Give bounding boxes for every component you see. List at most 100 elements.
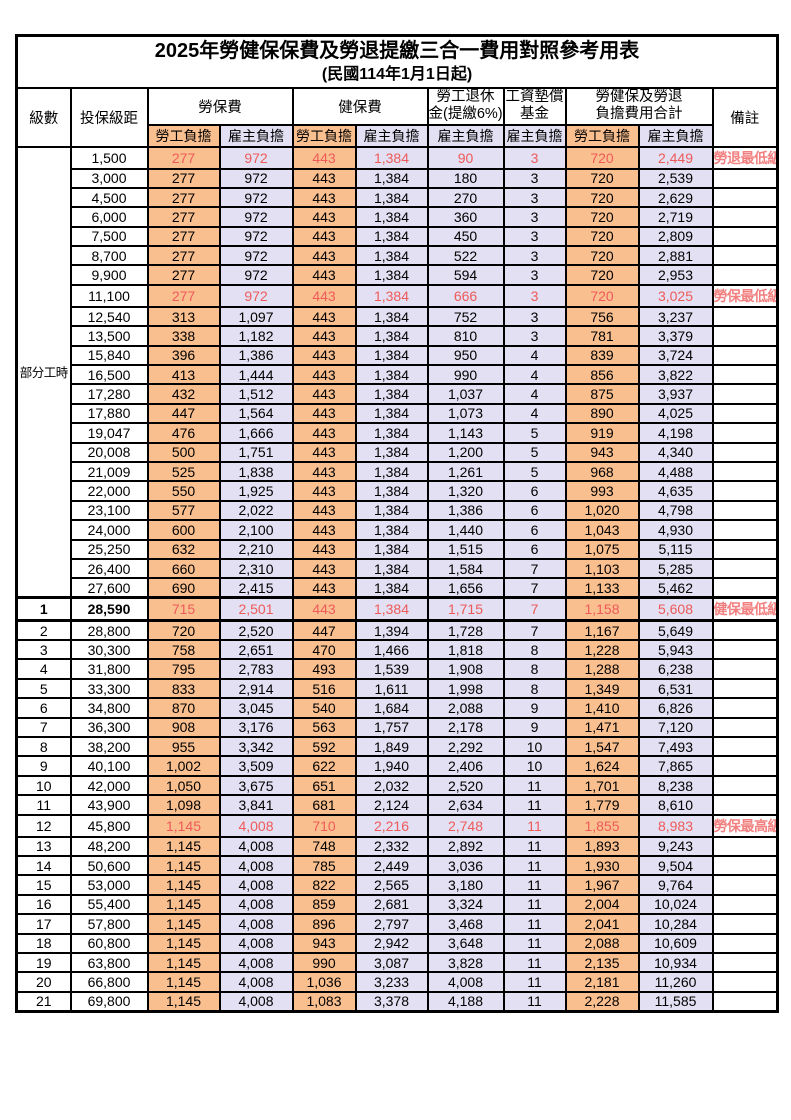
value-cell: 1,998 [426,677,505,700]
value-cell: 413 [146,363,221,386]
table-row: 11 43,900 1,098 3,841 681 2,124 2,634 11 1,779 8,… [15,794,779,816]
level-cell: 4 [15,658,72,680]
salary-cell: 16,500 [69,363,149,386]
value-cell: 720 [564,245,640,267]
value-cell: 1,701 [564,774,640,797]
value-cell: 2,797 [354,913,429,935]
value-cell: 4,025 [637,402,714,425]
value-cell: 3,378 [354,990,429,1013]
value-cell: 651 [291,774,357,797]
value-cell: 5,608 [637,596,714,623]
salary-cell: 23,100 [69,499,149,522]
remark-cell [711,774,779,797]
value-cell: 3,841 [218,794,294,816]
value-cell: 277 [146,167,221,189]
value-cell: 859 [291,893,357,916]
value-cell: 6 [502,499,567,522]
value-cell: 443 [291,596,357,623]
value-cell: 360 [426,206,505,228]
salary-cell: 17,280 [69,383,149,405]
header-labor-employee: 勞工負擔 [146,123,221,148]
remark-cell [711,383,779,405]
header-labor-fee: 勞保費 [146,86,294,126]
value-cell: 1,384 [354,363,429,386]
salary-cell: 69,800 [69,990,149,1013]
premium-reference-table: 2025年勞健保保費及勞退提繳三合一費用對照參考用表 (民國114年1月1日起)… [15,34,780,1013]
header-row-burden: 勞工負擔 雇主負擔 勞工負擔 雇主負擔 雇主負擔 雇主負擔 勞工負擔 雇主負擔 [17,123,778,148]
value-cell: 3,237 [637,305,714,328]
value-cell: 1,167 [564,619,640,642]
value-cell: 1,384 [354,557,429,580]
remark-cell [711,245,779,267]
value-cell: 450 [426,225,505,248]
level-cell: 19 [15,951,72,974]
salary-cell: 48,200 [69,835,149,858]
salary-cell: 33,300 [69,677,149,700]
remark-cell [711,422,779,444]
value-cell: 681 [291,794,357,816]
value-cell: 972 [218,186,294,209]
remark-cell [711,264,779,286]
header-wage-fund: 工資墊償 基金 [502,86,567,126]
value-cell: 9,243 [637,835,714,858]
value-cell: 443 [291,422,357,444]
salary-cell: 12,540 [69,305,149,328]
table-row: 6 34,800 870 3,045 540 1,684 2,088 9 1,410 6,826 [15,697,779,719]
value-cell: 781 [564,325,640,347]
value-cell: 4,488 [637,460,714,483]
value-cell: 2,914 [218,677,294,700]
value-cell: 1,384 [354,519,429,541]
remark-cell [711,971,779,993]
page-title: 2025年勞健保保費及勞退提繳三合一費用對照參考用表 [154,39,640,62]
value-cell: 955 [146,736,221,758]
level-cell: 20 [15,971,72,993]
table-row: 13 48,200 1,145 4,008 748 2,332 2,892 11 1,893 9,… [15,835,779,858]
value-cell: 2,178 [426,716,505,739]
page-subtitle: (民國114年1月1日起) [321,65,473,83]
value-cell: 2,310 [218,557,294,580]
value-cell: 1,384 [354,167,429,189]
table-row: 19 63,800 1,145 4,008 990 3,087 3,828 11 2,135 10… [15,951,779,974]
value-cell: 277 [146,245,221,267]
remark-cell [711,835,779,858]
value-cell: 4,930 [637,519,714,541]
salary-cell: 28,590 [69,596,149,623]
value-cell: 3,180 [426,874,505,896]
value-cell: 752 [426,305,505,328]
value-cell: 4,008 [218,835,294,858]
level-cell: 18 [15,932,72,954]
value-cell: 2,032 [354,774,429,797]
value-cell: 720 [564,186,640,209]
value-cell: 1,967 [564,874,640,896]
value-cell: 2,022 [218,499,294,522]
salary-cell: 45,800 [69,813,149,838]
value-cell: 720 [564,283,640,308]
value-cell: 550 [146,480,221,502]
value-cell: 476 [146,422,221,444]
value-cell: 447 [291,619,357,642]
value-cell: 1,849 [354,736,429,758]
value-cell: 4,008 [218,951,294,974]
table-row: 17 57,800 1,145 4,008 896 2,797 3,468 11 2,041 10… [15,913,779,935]
header-health-employee: 勞工負擔 [291,123,357,148]
value-cell: 972 [218,264,294,286]
value-cell: 2,651 [218,639,294,661]
value-cell: 1,050 [146,774,221,797]
value-cell: 1,384 [354,480,429,502]
remark-cell [711,325,779,347]
value-cell: 8 [502,658,567,680]
value-cell: 1,145 [146,835,221,858]
header-labor-employer: 雇主負擔 [218,123,294,148]
value-cell: 3,648 [426,932,505,954]
value-cell: 4 [502,344,567,367]
value-cell: 632 [146,538,221,560]
value-cell: 1,036 [291,971,357,993]
header-total-employee: 勞工負擔 [564,123,640,148]
header-level: 級數 [15,86,72,148]
value-cell: 2,210 [218,538,294,560]
remark-cell [711,225,779,248]
value-cell: 277 [146,206,221,228]
value-cell: 972 [218,283,294,308]
header-total-line1: 勞健保及勞退 [595,89,683,106]
value-cell: 1,200 [426,441,505,463]
